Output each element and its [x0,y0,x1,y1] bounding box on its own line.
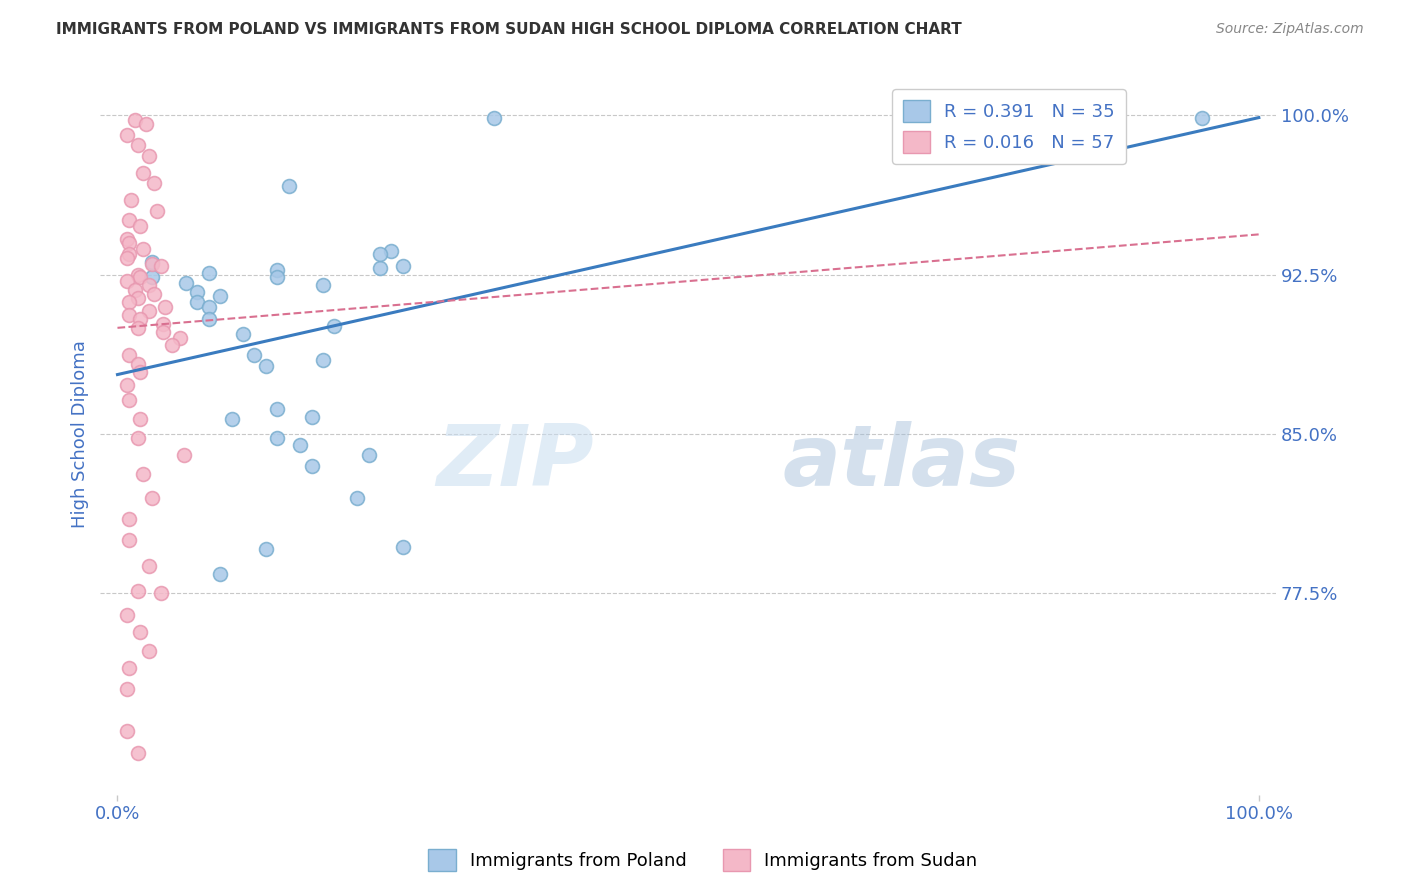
Point [152,325,174,339]
Point [129,312,152,326]
Point [391,259,413,273]
Point [118,392,141,407]
Point [380,244,402,259]
Point [138,149,160,163]
Point [138,558,160,573]
Point [127,431,149,445]
Point [1191,111,1213,125]
Point [155,300,177,314]
Point [131,166,153,180]
Text: ZIP: ZIP [436,421,595,504]
Point [197,300,219,314]
Point [118,308,141,322]
Point [323,318,346,333]
Point [312,278,335,293]
Text: Source: ZipAtlas.com: Source: ZipAtlas.com [1216,22,1364,37]
Point [169,331,191,345]
Point [129,624,152,639]
Point [143,177,166,191]
Point [357,448,380,462]
Point [266,263,288,277]
Point [368,246,391,260]
Point [115,251,138,265]
Point [221,412,243,426]
Point [120,194,142,208]
Legend: Immigrants from Poland, Immigrants from Sudan: Immigrants from Poland, Immigrants from … [422,842,984,879]
Point [115,378,138,392]
Legend: R = 0.391   N = 35, R = 0.016   N = 57: R = 0.391 N = 35, R = 0.016 N = 57 [891,89,1126,164]
Point [232,327,254,342]
Point [127,268,149,282]
Point [127,746,149,760]
Point [131,467,153,482]
Point [312,352,335,367]
Point [277,178,299,193]
Point [127,321,149,335]
Point [127,584,149,599]
Point [149,259,172,273]
Point [482,111,505,125]
Point [209,289,232,303]
Point [131,242,153,256]
Point [266,401,288,416]
Point [149,586,172,600]
Point [162,338,184,352]
Point [173,448,195,462]
Point [143,286,166,301]
Point [124,112,146,127]
Point [141,491,163,505]
Point [115,607,138,622]
Point [141,257,163,271]
Point [254,359,277,373]
Point [138,278,160,293]
Y-axis label: High School Diploma: High School Diploma [72,340,89,528]
Point [118,348,141,362]
Point [301,458,323,473]
Point [243,348,266,362]
Point [141,255,163,269]
Point [391,540,413,554]
Point [146,204,169,219]
Point [115,232,138,246]
Point [127,357,149,371]
Point [209,567,232,582]
Point [127,291,149,305]
Point [124,283,146,297]
Point [141,269,163,284]
Point [115,724,138,739]
Point [115,274,138,288]
Text: IMMIGRANTS FROM POLAND VS IMMIGRANTS FROM SUDAN HIGH SCHOOL DIPLOMA CORRELATION : IMMIGRANTS FROM POLAND VS IMMIGRANTS FRO… [56,22,962,37]
Point [118,660,141,674]
Point [118,212,141,227]
Point [346,491,368,505]
Point [266,431,288,445]
Point [129,269,152,284]
Point [118,246,141,260]
Text: atlas: atlas [782,421,1021,504]
Point [186,295,208,310]
Point [118,295,141,310]
Point [115,128,138,142]
Point [135,117,157,131]
Point [288,437,311,451]
Point [127,138,149,153]
Point [254,541,277,556]
Point [197,312,219,326]
Point [118,512,141,526]
Point [129,366,152,380]
Point [138,303,160,318]
Point [118,235,141,250]
Point [138,643,160,657]
Point [174,277,197,291]
Point [186,285,208,299]
Point [129,219,152,233]
Point [118,533,141,548]
Point [152,317,174,331]
Point [129,412,152,426]
Point [115,681,138,696]
Point [301,410,323,425]
Point [197,266,219,280]
Point [368,261,391,276]
Point [266,269,288,284]
